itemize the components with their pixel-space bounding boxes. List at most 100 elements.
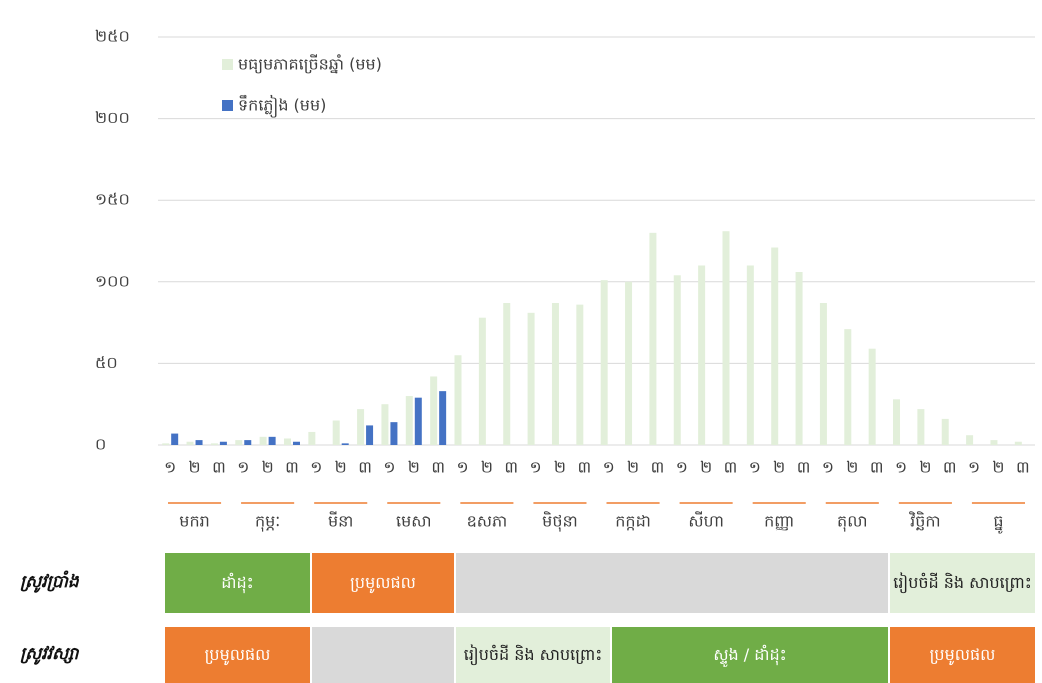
x-tick-label: ២ (773, 458, 785, 477)
chart: ០៥០១០០១៥០២០០២៥០១២៣១២៣១២៣១២៣១២៣១២៣១២៣១២៣១… (95, 27, 1035, 535)
month-label: តុលា (837, 512, 867, 533)
bar (795, 272, 803, 445)
x-tick-label: ២ (846, 458, 858, 477)
bar (454, 355, 462, 445)
bar (1014, 441, 1022, 445)
bar (219, 441, 227, 445)
bar (673, 275, 681, 445)
cell: ស្ទូង / ដាំដុះ (612, 627, 888, 683)
month-label: មិថុនា (542, 511, 578, 533)
x-tick-label: ៣ (797, 458, 811, 477)
bar (478, 317, 486, 445)
cell (312, 627, 454, 683)
month-label: កក្កដា (615, 512, 651, 531)
x-tick-label: ៣ (212, 458, 226, 477)
bar (893, 399, 901, 445)
x-tick-label: ៣ (504, 458, 518, 477)
x-tick-label: ២ (335, 458, 347, 477)
x-tick-label: ៣ (943, 458, 957, 477)
bar (941, 418, 949, 445)
bar (283, 438, 291, 445)
bar (600, 280, 608, 445)
x-tick-label: ១ (310, 458, 322, 477)
y-tick-label: ០ (95, 435, 106, 454)
bar (722, 231, 730, 445)
month-label: មករា (179, 512, 209, 531)
x-tick-label: ៣ (1016, 458, 1030, 477)
bar (503, 303, 511, 445)
bar (551, 303, 559, 445)
row-label: ស្រូវប្រាំង (20, 571, 79, 592)
bar (381, 404, 389, 445)
bar (195, 440, 203, 445)
bar (649, 232, 657, 445)
cell: ដាំដុះ (165, 553, 310, 613)
x-tick-label: ១ (968, 458, 980, 477)
x-tick-label: ២ (408, 458, 420, 477)
y-tick-label: ២០០ (95, 108, 130, 127)
cell: ប្រមូលផល (890, 627, 1035, 683)
bar (868, 348, 876, 445)
bar (186, 441, 194, 445)
x-tick-label: ២ (188, 458, 200, 477)
cell: ប្រមូលផល (165, 627, 310, 683)
bar (341, 443, 349, 445)
x-tick-label: ១ (822, 458, 834, 477)
x-tick-label: ១ (383, 458, 395, 477)
cell: ប្រមូលផល (312, 553, 454, 613)
bar (390, 422, 398, 445)
month-label: ធ្នូ (993, 512, 1003, 535)
x-tick-label: ២ (700, 458, 712, 477)
legend-label: មធ្យមភាគច្រើនឆ្នាំ (មម) (238, 54, 382, 74)
x-tick-label: ១ (530, 458, 542, 477)
bar (746, 265, 754, 445)
bar (210, 443, 218, 445)
bar (819, 303, 827, 445)
bar (625, 281, 633, 445)
bar (698, 265, 706, 445)
x-tick-label: ២ (627, 458, 639, 477)
month-label: មេសា (396, 512, 432, 531)
bar (308, 431, 316, 445)
x-tick-label: ២ (262, 458, 274, 477)
row-label: ស្រូវវស្សា (20, 643, 79, 664)
x-tick-label: ៣ (870, 458, 884, 477)
x-tick-label: ៣ (431, 458, 445, 477)
cell (456, 553, 888, 613)
bar (357, 409, 365, 445)
bar (917, 409, 925, 445)
x-tick-label: ២ (481, 458, 493, 477)
x-tick-label: ២ (554, 458, 566, 477)
month-label: មីនា (328, 511, 353, 531)
x-tick-label: ១ (456, 458, 468, 477)
x-tick-label: ២ (992, 458, 1004, 477)
bar (990, 440, 998, 445)
x-tick-label: ៣ (577, 458, 591, 477)
x-tick-label: ១ (676, 458, 688, 477)
y-tick-label: ១០០ (95, 271, 130, 290)
x-tick-label: ១ (895, 458, 907, 477)
bar (292, 441, 300, 445)
bar (244, 440, 252, 445)
bar (366, 425, 374, 445)
month-label: ឧសភា (467, 512, 508, 531)
x-tick-label: ៣ (358, 458, 372, 477)
x-tick-label: ៣ (651, 458, 665, 477)
bar (259, 436, 267, 445)
y-tick-label: ១៥០ (95, 190, 130, 209)
bar (405, 396, 413, 445)
month-label: កញ្ញា (764, 512, 794, 531)
x-tick-label: ១ (749, 458, 761, 477)
bar (527, 312, 535, 445)
y-tick-label: ៥០ (95, 353, 118, 372)
bar (162, 443, 170, 445)
bar (171, 433, 179, 445)
x-tick-label: ៣ (285, 458, 299, 477)
legend-label: ទឹកភ្លៀង (មម) (238, 95, 326, 119)
x-tick-label: ២ (919, 458, 931, 477)
bar (844, 329, 852, 445)
bar (439, 391, 447, 445)
cell: រៀបចំដី និង សាបព្រោះ (456, 627, 610, 683)
month-label: វិច្ឆិកា (908, 511, 940, 531)
